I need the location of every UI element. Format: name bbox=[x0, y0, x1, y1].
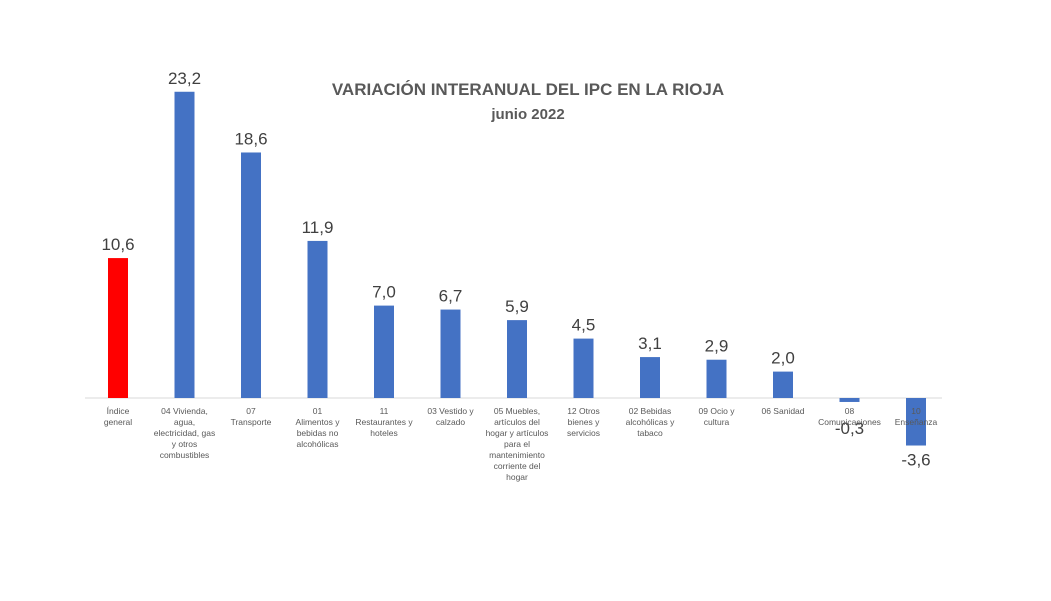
chart-subtitle: junio 2022 bbox=[490, 106, 564, 123]
data-label: 2,0 bbox=[771, 349, 795, 368]
data-label: 23,2 bbox=[168, 69, 201, 88]
category-tick-label: 04 Vivienda, agua, electricidad, gas y otro… bbox=[154, 406, 215, 460]
bar bbox=[573, 338, 594, 398]
category-tick-label: 03 Vestido y calzado bbox=[427, 406, 474, 427]
bar bbox=[640, 357, 660, 398]
data-label: 4,5 bbox=[572, 316, 596, 335]
category-tick-label: 11 Restaurantes y hoteles bbox=[355, 406, 413, 438]
data-label: -3,6 bbox=[901, 451, 930, 470]
plot-area: 10,6 Índice general 23,2 04 Vivienda, agua, el… bbox=[85, 69, 942, 482]
data-label: 18,6 bbox=[234, 129, 267, 148]
category-tick-label: 07 Transporte bbox=[231, 406, 272, 427]
data-label: 10,6 bbox=[101, 235, 134, 254]
bar bbox=[108, 258, 128, 398]
chart-title: VARIACIÓN INTERANUAL DEL IPC EN LA RIOJA bbox=[332, 80, 724, 99]
bar bbox=[374, 305, 394, 398]
category-tick-label: 05 Muebles, artículos del hogar y artículo… bbox=[486, 406, 549, 482]
bar bbox=[773, 371, 793, 398]
data-label: 3,1 bbox=[638, 334, 662, 353]
category-tick-label: 08 Comunicaciones bbox=[818, 406, 881, 427]
bar bbox=[507, 320, 527, 398]
category-tick-label: 01 Alimentos y bebidas no alcohólicas bbox=[296, 406, 341, 449]
data-label: 6,7 bbox=[439, 287, 463, 306]
bar bbox=[307, 240, 328, 398]
bar bbox=[839, 398, 860, 402]
category-tick-label: 12 Otros bienes y servicios bbox=[567, 406, 600, 438]
data-label: 11,9 bbox=[302, 218, 334, 237]
bar bbox=[241, 152, 261, 398]
bar bbox=[174, 91, 195, 398]
category-tick-label: 06 Sanidad bbox=[761, 406, 804, 416]
data-label: 5,9 bbox=[505, 297, 529, 316]
data-label: -0,3 bbox=[835, 419, 864, 438]
category-tick-label: 09 Ocio y cultura bbox=[699, 406, 736, 427]
category-tick-label: Índice general bbox=[104, 406, 132, 427]
bar bbox=[440, 309, 461, 398]
bar bbox=[906, 398, 926, 446]
data-label: 7,0 bbox=[372, 283, 396, 302]
category-tick-label: 02 Bebidas alcohólicas y tabaco bbox=[626, 406, 675, 438]
category-tick-label: 10 Enseñanza bbox=[895, 406, 938, 427]
bar bbox=[706, 359, 727, 398]
data-label: 2,9 bbox=[705, 337, 729, 356]
